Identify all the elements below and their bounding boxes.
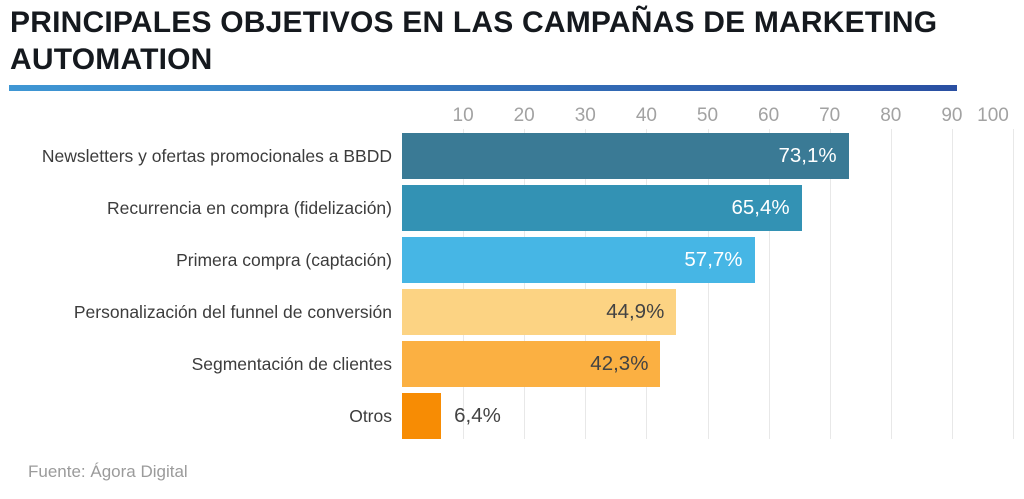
gridline-x-30 <box>585 129 587 439</box>
title-underline-rule <box>9 85 957 91</box>
bar-category-label: Primera compra (captación) <box>176 249 392 270</box>
x-axis-tick-label: 90 <box>941 105 963 126</box>
bar: 57,7% <box>402 237 755 283</box>
bar-value-label: 44,9% <box>606 300 665 323</box>
bar-category-label: Segmentación de clientes <box>191 353 392 374</box>
x-axis-tick-label: 50 <box>696 105 719 126</box>
x-axis-tick-label: 80 <box>880 105 902 126</box>
x-axis-tick-label: 60 <box>758 105 780 126</box>
x-axis-tick-label: 10 <box>452 105 474 126</box>
gridline-x-90 <box>951 129 953 439</box>
x-axis-tick-label: 20 <box>513 105 535 126</box>
bar-value-label: 6,4% <box>454 404 501 427</box>
page-title: PRINCIPALES OBJETIVOS EN LAS CAMPAÑAS DE… <box>10 6 938 76</box>
gridline-x-60 <box>768 129 770 439</box>
x-axis-tick-label: 100 <box>977 105 1009 126</box>
bar: 73,1% <box>402 133 849 179</box>
x-axis-tick-label: 70 <box>819 105 841 126</box>
bar: 6,4% <box>402 393 501 439</box>
bar-value-label: 73,1% <box>778 144 837 167</box>
bar-value-label: 65,4% <box>731 196 790 219</box>
bar: 42,3% <box>402 341 661 387</box>
gridline-x-40 <box>646 129 648 439</box>
bar-category-label: Otros <box>349 405 392 426</box>
gridline-x-100 <box>1013 129 1014 439</box>
source-note: Fuente: Ágora Digital <box>28 462 188 481</box>
x-axis-tick-label: 30 <box>574 105 596 126</box>
gridline-x-20 <box>524 129 526 439</box>
bar-category-label: Recurrencia en compra (fidelización) <box>107 197 392 218</box>
bar-value-label: 57,7% <box>684 248 743 271</box>
x-axis-tick-label: 40 <box>635 105 657 126</box>
gridline-x-80 <box>890 129 892 439</box>
bar-category-label: Newsletters y ofertas promocionales a BB… <box>41 145 392 166</box>
bar-value-label: 42,3% <box>590 352 649 375</box>
bar-category-label: Personalización del funnel de conversión <box>73 301 392 322</box>
gridline-x-70 <box>829 129 831 439</box>
gridline-x-50 <box>707 129 709 439</box>
bar: 44,9% <box>402 289 677 335</box>
bar-chart: 10 20 30 40 50 60 70 80 90 100 Newsletters y ofert… <box>0 105 1024 450</box>
bar: 65,4% <box>402 185 802 231</box>
gridline-x-10 <box>463 129 465 439</box>
